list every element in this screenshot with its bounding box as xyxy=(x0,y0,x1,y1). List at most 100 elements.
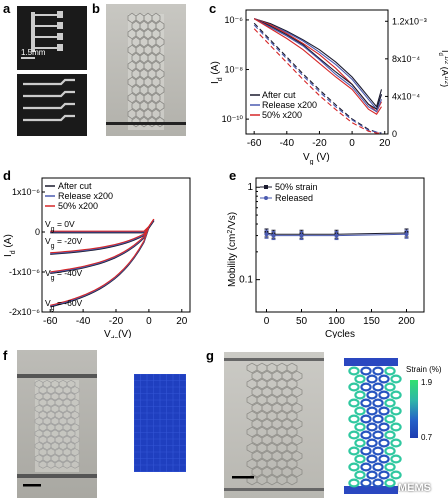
mesh-cell xyxy=(246,362,258,374)
panel-label-b: b xyxy=(92,1,100,16)
mesh-cell xyxy=(251,434,263,446)
scale-bar-f xyxy=(23,484,41,487)
x-tick-label: -40 xyxy=(76,316,91,327)
mesh-cell xyxy=(261,418,273,430)
panel-label-a: a xyxy=(3,1,11,16)
fem-cell xyxy=(390,454,402,464)
data-point xyxy=(264,232,269,237)
x-tick-label: -20 xyxy=(109,316,124,327)
series-line-after-cut xyxy=(254,18,383,108)
x-tick-label: 0 xyxy=(349,138,355,149)
fem-cell xyxy=(348,446,360,456)
y-axis-label-right: Id1/2 (A1/2) xyxy=(437,50,448,87)
mesh-cell xyxy=(291,402,303,414)
mesh-cell xyxy=(281,450,293,462)
mesh-cell xyxy=(266,442,278,454)
mesh-cell xyxy=(281,418,293,430)
mesh-cell xyxy=(246,458,258,470)
plot-area xyxy=(50,218,155,308)
fem-cell xyxy=(384,462,396,472)
mesh-cell xyxy=(251,466,263,478)
y-tick-label-right: 4x10⁻⁴ xyxy=(392,91,420,101)
mesh-cell xyxy=(281,386,293,398)
fem-cell xyxy=(378,454,390,464)
fem-cell xyxy=(372,414,384,424)
mesh-cell xyxy=(66,417,76,426)
vg-annotation: Vg = 0V xyxy=(45,219,75,233)
photo-f-detail xyxy=(17,374,97,487)
photo-a-top: 1.5mm xyxy=(17,6,87,70)
fem-cell xyxy=(372,462,384,472)
mesh-cell xyxy=(266,458,278,470)
fem-cell xyxy=(372,366,384,376)
series-line-release-x200 xyxy=(253,18,383,113)
fem-cell xyxy=(366,438,378,448)
x-tick-label: 0 xyxy=(264,316,270,327)
mesh-cell xyxy=(266,426,278,438)
mesh-cell xyxy=(286,410,298,422)
fem-top-clamp xyxy=(344,358,398,366)
mesh-cell xyxy=(151,60,161,72)
fem-cell xyxy=(348,398,360,408)
mesh-cell xyxy=(286,458,298,470)
panel-label-c: c xyxy=(209,1,217,16)
mesh-cell xyxy=(291,386,303,398)
watermark: MEMS xyxy=(398,482,431,494)
data-point xyxy=(404,232,409,237)
mesh-cell xyxy=(155,68,165,80)
mesh-cell xyxy=(286,362,298,374)
mesh-cell xyxy=(155,36,165,48)
mesh-cell xyxy=(281,434,293,446)
fem-cell xyxy=(354,454,366,464)
series-line-after-cut xyxy=(253,18,383,111)
mesh-cell xyxy=(261,434,273,446)
x-tick-label: 150 xyxy=(363,316,380,327)
mesh-cell xyxy=(291,466,303,478)
mesh-cell xyxy=(276,362,288,374)
fem-cell xyxy=(390,390,402,400)
fem-cell xyxy=(372,446,384,456)
honeycomb-mesh-b xyxy=(106,12,186,130)
y-tick-label-right: 0 xyxy=(392,129,397,139)
colorbar-title: Strain (%) xyxy=(406,365,442,374)
output-curve-vg-0 xyxy=(50,218,155,232)
fem-cell xyxy=(360,414,372,424)
legend-label: Release x200 xyxy=(262,100,317,110)
fem-cell xyxy=(360,366,372,376)
mesh-cell xyxy=(70,435,80,444)
mesh-cell xyxy=(286,426,298,438)
x-tick-label: -40 xyxy=(280,138,295,149)
mesh-cell xyxy=(291,418,303,430)
mesh-cell xyxy=(281,402,293,414)
fem-cell xyxy=(372,398,384,408)
mesh-cell xyxy=(266,378,278,390)
legend-marker xyxy=(264,185,268,189)
y-tick-label-right: 8x10⁻⁴ xyxy=(392,54,420,64)
y-tick-label: -1x10⁻⁶ xyxy=(9,267,40,277)
panel-label-e: e xyxy=(229,168,237,183)
mesh-cell xyxy=(70,423,80,432)
x-tick-label: -60 xyxy=(247,138,262,149)
mesh-cell xyxy=(256,426,268,438)
fem-cell xyxy=(372,478,384,488)
x-tick-label: 50 xyxy=(296,316,308,327)
sqrt-series-release-x200 xyxy=(253,24,382,134)
scale-bar-g xyxy=(232,476,254,479)
mesh-cell xyxy=(256,394,268,406)
fem-cell xyxy=(384,478,396,488)
mesh-cell xyxy=(281,370,293,382)
fem-cell xyxy=(366,470,378,480)
plot-frame xyxy=(255,177,425,313)
fem-cell xyxy=(348,414,360,424)
output-curve-vg-2 xyxy=(50,220,155,275)
plot-frame xyxy=(245,9,389,135)
mesh-cell xyxy=(276,394,288,406)
mesh-cell xyxy=(271,418,283,430)
mesh-cell xyxy=(70,410,80,420)
fem-cell xyxy=(366,390,378,400)
mesh-cell xyxy=(261,466,273,478)
fem-cell xyxy=(354,470,366,480)
sqrt-series-after-cut xyxy=(253,22,382,134)
mesh-cell xyxy=(66,429,76,438)
y-axis-label: Id (A) xyxy=(3,234,17,257)
